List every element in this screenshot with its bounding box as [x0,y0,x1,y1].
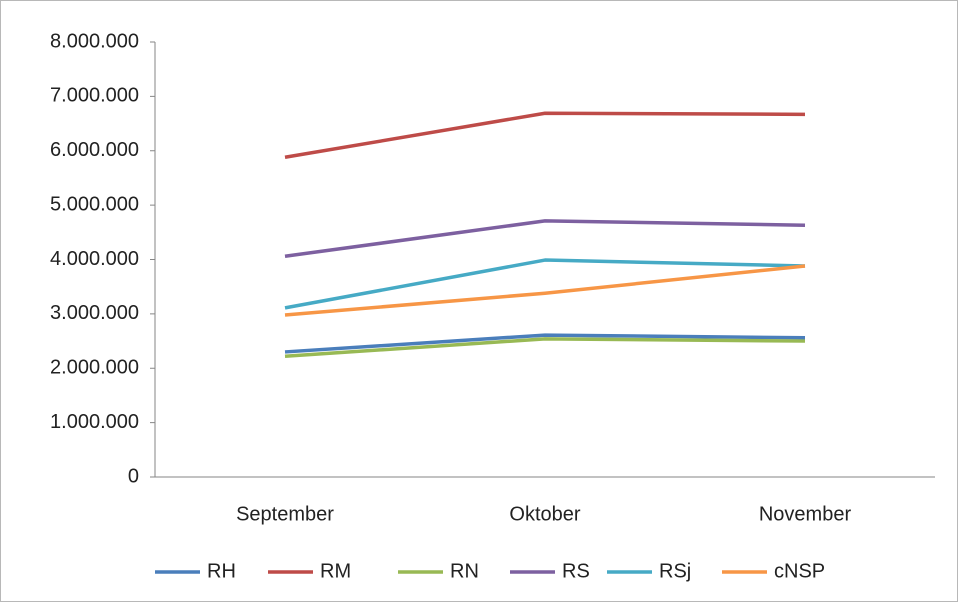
y-tick-label: 1.000.000 [50,411,139,433]
legend-label: RM [320,560,351,582]
y-tick-label: 6.000.000 [50,139,139,161]
y-tick-label: 3.000.000 [50,302,139,324]
series-line [284,337,806,359]
legend-label: cNSP [774,560,825,582]
x-tick-label: September [236,503,334,525]
x-tick-label: Oktober [509,503,580,525]
series-line [284,258,806,310]
y-tick-label: 8.000.000 [50,30,139,52]
legend-label: RH [207,560,236,582]
series-line [284,264,806,317]
legend-label: RN [450,560,479,582]
legend-label: RS [562,560,590,582]
y-tick-label: 0 [128,465,139,487]
y-tick-label: 7.000.000 [50,85,139,107]
series-line [284,219,806,258]
y-tick-label: 5.000.000 [50,193,139,215]
x-tick-label: November [759,503,852,525]
series-line [284,111,806,160]
legend-label: RSj [659,560,691,582]
series-line [284,333,806,354]
y-tick-label: 4.000.000 [50,248,139,270]
y-tick-label: 2.000.000 [50,357,139,379]
